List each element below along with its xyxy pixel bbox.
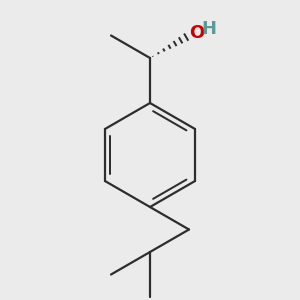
Text: O: O xyxy=(189,25,205,43)
Text: H: H xyxy=(202,20,217,38)
